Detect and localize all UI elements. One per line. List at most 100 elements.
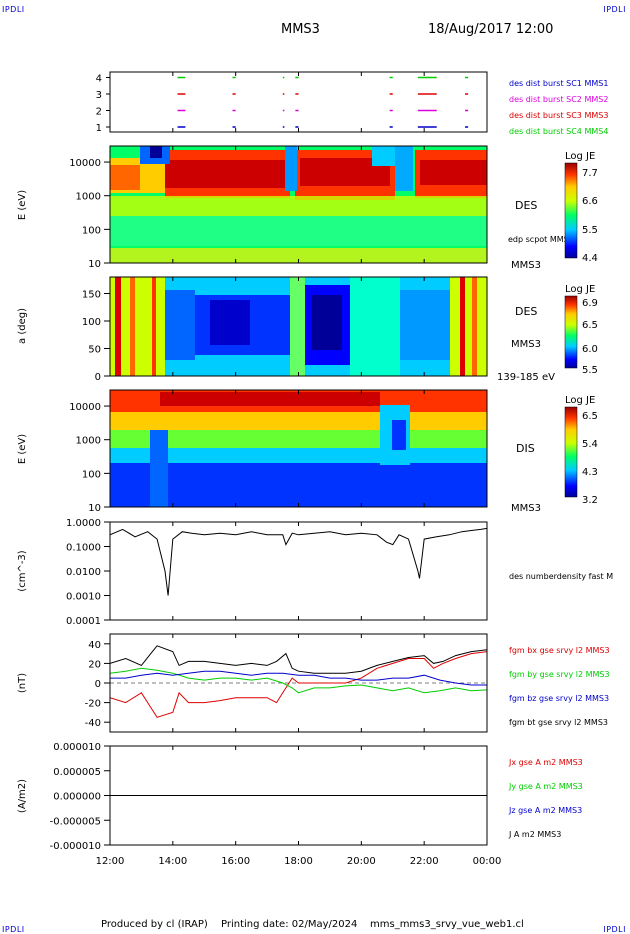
- des-energy-sublabel: MMS3: [511, 260, 541, 271]
- des-energy-overlay-label: edp scpot MMS3: [508, 235, 574, 244]
- des-pitch-spectrogram-image: [110, 277, 487, 376]
- burst-y-tick-label: 4: [96, 74, 102, 85]
- y-tick-label: 1000: [76, 436, 101, 447]
- y-tick-label: 40: [88, 640, 101, 651]
- y-tick-label: 20: [88, 659, 101, 670]
- burst-legend-entry: des dist burst SC1 MMS1: [509, 79, 608, 88]
- x-tick-label: 16:00: [221, 856, 250, 867]
- current-legend-entry: Jx gse A m2 MMS3: [508, 758, 583, 767]
- des-energy-label: DES: [515, 199, 537, 212]
- des-energy-cbar-tick: 7.7: [582, 168, 598, 179]
- dis-energy-spectrogram-image: [110, 390, 487, 507]
- burst-y-tick-label: 2: [96, 107, 102, 118]
- y-tick-label: 100: [82, 469, 101, 480]
- fgm-legend-entry: fgm bt gse srvy l2 MMS3: [509, 718, 608, 727]
- y-tick-label: 0.0100: [66, 567, 101, 578]
- dis-energy-panel: 10000 1000 100 10: [69, 389, 488, 514]
- fgm-legend-entry: fgm bz gse srvy l2 MMS3: [509, 694, 609, 703]
- des-pitch-panel: 150 100 50 0: [82, 276, 488, 383]
- y-tick-label: 10: [88, 503, 101, 514]
- plot-area: 4 3 2 1 des dist burst SC1 MMS1 des dist bur…: [17, 71, 613, 867]
- corner-label-bottom-right: IPDLI: [603, 925, 626, 934]
- y-tick-label: 0: [95, 372, 101, 383]
- density-ylabel: (cm^-3): [17, 550, 28, 591]
- y-tick-label: 50: [88, 345, 101, 356]
- y-tick-label: -0.000005: [50, 816, 101, 827]
- des-pitch-colorbar-title: Log JE: [565, 284, 595, 295]
- des-energy-cbar-tick: 4.4: [582, 253, 598, 264]
- des-pitch-cbar-tick: 6.5: [582, 320, 598, 331]
- fgm-ylabel: (nT): [17, 673, 28, 693]
- corner-label-top-left: IPDLI: [2, 5, 25, 14]
- y-tick-label: 10000: [69, 402, 101, 413]
- dis-energy-colorbar: Log JE 6.5 5.4 4.3 3.2: [564, 395, 598, 506]
- x-tick-label: 00:00: [473, 856, 502, 867]
- y-tick-label: 0.000000: [53, 792, 101, 803]
- burst-legend-entry: des dist burst SC2 MMS2: [509, 95, 608, 104]
- y-tick-label: 0.000010: [53, 742, 101, 753]
- dis-energy-colorbar-title: Log JE: [565, 395, 595, 406]
- des-energy-spectrogram-image: [110, 146, 487, 263]
- dis-energy-sublabel: MMS3: [511, 503, 541, 514]
- burst-y-tick-label: 3: [96, 90, 102, 101]
- fgm-legend-entry: fgm bx gse srvy l2 MMS3: [509, 646, 610, 655]
- y-tick-label: 0.0010: [66, 592, 101, 603]
- current-legend-entry: Jy gse A m2 MMS3: [508, 782, 583, 791]
- density-frame: [109, 521, 488, 621]
- footer-filename: mms_mms3_srvy_vue_web1.cl: [370, 919, 524, 930]
- footer-produced-by: Produced by cl (IRAP): [101, 919, 208, 930]
- fgm-series-line: [110, 651, 487, 718]
- burst-y-tick-label: 1: [96, 123, 102, 134]
- dis-energy-label: DIS: [516, 442, 535, 455]
- burst-panel-frame: [109, 71, 488, 133]
- y-tick-label: 1.0000: [66, 518, 101, 529]
- dis-energy-ylabel: E (eV): [17, 434, 28, 464]
- fgm-series-line: [110, 645, 487, 674]
- x-tick-label: 20:00: [347, 856, 376, 867]
- y-tick-label: 0.1000: [66, 543, 101, 554]
- y-tick-label: 0: [95, 679, 101, 690]
- dis-energy-cbar-tick: 3.2: [582, 495, 598, 506]
- y-tick-label: 10: [88, 259, 101, 270]
- burst-legend-entry: des dist burst SC4 MMS4: [509, 127, 608, 136]
- burst-legend-entry: des dist burst SC3 MMS3: [509, 111, 608, 120]
- corner-label-top-right: IPDLI: [603, 5, 626, 14]
- corner-label-bottom-left: IPDLI: [2, 925, 25, 934]
- dis-energy-cbar-tick: 5.4: [582, 439, 598, 450]
- y-tick-label: 0.0001: [66, 616, 101, 627]
- des-pitch-ylabel: a (deg): [17, 308, 28, 344]
- current-panel: 0.000010 0.000005 0.000000 -0.000005 -0.0000…: [50, 742, 488, 852]
- x-tick-label: 18:00: [284, 856, 313, 867]
- y-tick-label: 100: [82, 317, 101, 328]
- fgm-panel: 40 20 0 -20 -40: [85, 633, 488, 733]
- density-legend-entry: des numberdensity fast M: [509, 572, 613, 581]
- current-legend-entry: J A m2 MMS3: [508, 830, 561, 839]
- current-legend-entry: Jz gse A m2 MMS3: [508, 806, 582, 815]
- y-tick-label: -40: [85, 718, 101, 729]
- fgm-series-line: [110, 670, 487, 686]
- x-tick-label: 12:00: [96, 856, 125, 867]
- density-panel: 1.0000 0.1000 0.0100 0.0010 0.0001: [66, 518, 488, 627]
- footer-printing-date: Printing date: 02/May/2024: [221, 919, 358, 930]
- des-pitch-energy-range: 139-185 eV: [497, 372, 555, 383]
- des-energy-ylabel: E (eV): [17, 190, 28, 220]
- des-pitch-cbar-tick: 5.5: [582, 365, 598, 376]
- y-tick-label: 150: [82, 290, 101, 301]
- des-energy-colorbar: Log JE 7.7 6.6 5.5 4.4: [564, 151, 598, 264]
- des-energy-colorbar-title: Log JE: [565, 151, 595, 162]
- dis-energy-cbar-tick: 6.5: [582, 411, 598, 422]
- x-tick-label: 14:00: [158, 856, 187, 867]
- des-energy-cbar-tick: 6.6: [582, 196, 598, 207]
- current-ylabel: (A/m2): [17, 779, 28, 813]
- density-series-line: [110, 527, 487, 596]
- y-tick-label: 10000: [69, 158, 101, 169]
- y-tick-label: 0.000005: [53, 767, 101, 778]
- dis-energy-cbar-tick: 4.3: [582, 467, 598, 478]
- des-energy-panel: 10000 1000 100 10: [69, 145, 488, 270]
- x-tick-label: 22:00: [410, 856, 439, 867]
- fgm-series-line: [110, 667, 487, 694]
- des-pitch-sublabel: MMS3: [511, 339, 541, 350]
- y-tick-label: -0.000010: [50, 841, 101, 852]
- des-energy-cbar-tick: 5.5: [582, 225, 598, 236]
- spacecraft-title: MMS3: [281, 22, 320, 37]
